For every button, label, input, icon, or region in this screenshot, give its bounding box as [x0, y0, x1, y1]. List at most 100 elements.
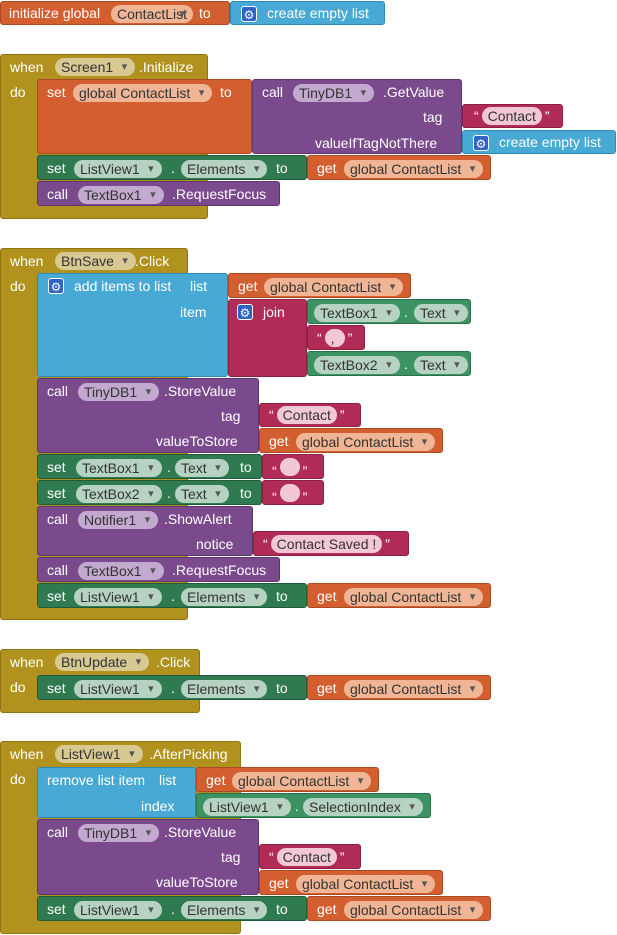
- var-dropdown[interactable]: global ContactList: [232, 772, 372, 790]
- var-dropdown[interactable]: global ContactList: [296, 433, 436, 451]
- property-dropdown[interactable]: Text: [175, 485, 229, 503]
- set-listview-elements-block[interactable]: set ListView1 . Elements to: [37, 675, 307, 700]
- string-comma-block[interactable]: “,”: [307, 325, 365, 350]
- var-dropdown[interactable]: global ContactList: [73, 84, 213, 102]
- textbox2-text-getter[interactable]: TextBox2 . Text: [307, 351, 471, 376]
- tinydb-storevalue-block[interactable]: call TinyDB1 .StoreValue tag valueToStor…: [37, 819, 259, 895]
- var-dropdown[interactable]: global ContactList: [344, 901, 484, 919]
- component-dropdown[interactable]: BtnSave: [55, 252, 136, 270]
- create-empty-list-block[interactable]: ⚙ create empty list: [462, 130, 616, 154]
- textbox-dropdown[interactable]: TextBox1: [76, 459, 162, 477]
- get-global-block[interactable]: get global ContactList: [307, 155, 491, 180]
- textbox-requestfocus-block[interactable]: call TextBox1 .RequestFocus: [37, 181, 280, 206]
- var-dropdown[interactable]: global ContactList: [344, 680, 484, 698]
- property-dropdown[interactable]: Text: [414, 304, 468, 322]
- gear-icon[interactable]: ⚙: [237, 304, 253, 320]
- set-label: set: [47, 680, 66, 696]
- string-value[interactable]: [279, 458, 300, 476]
- notice-label: notice: [196, 536, 234, 552]
- string-value[interactable]: [279, 484, 300, 502]
- var-dropdown[interactable]: global ContactList: [296, 875, 436, 893]
- listview-dropdown[interactable]: ListView1: [74, 160, 162, 178]
- listview-dropdown[interactable]: ListView1: [203, 798, 291, 816]
- string-value[interactable]: ,: [324, 329, 345, 347]
- get-global-block[interactable]: get global ContactList: [307, 583, 491, 608]
- listview-dropdown[interactable]: ListView1: [74, 588, 162, 606]
- gear-icon[interactable]: ⚙: [473, 135, 489, 151]
- remove-list-item-block[interactable]: remove list item list index: [37, 767, 196, 818]
- tinydb-getvalue-block[interactable]: call TinyDB1 .GetValue tag valueIfTagNot…: [252, 79, 462, 154]
- get-global-block[interactable]: get global ContactList: [196, 767, 379, 792]
- dot: .: [171, 160, 175, 176]
- get-global-block[interactable]: get global ContactList: [307, 896, 491, 921]
- var-dropdown[interactable]: global ContactList: [344, 588, 484, 606]
- tinydb-storevalue-block[interactable]: call TinyDB1 .StoreValue tag valueToStor…: [37, 378, 259, 453]
- textbox-dropdown[interactable]: TextBox1: [314, 304, 400, 322]
- set-listview-elements-block[interactable]: set ListView1 . Elements to: [37, 583, 307, 608]
- db-dropdown[interactable]: TinyDB1: [78, 824, 160, 842]
- component-dropdown[interactable]: BtnUpdate: [55, 653, 150, 671]
- set-global-contactlist-block[interactable]: set global ContactList to: [37, 79, 252, 154]
- do-label: do: [10, 679, 26, 695]
- property-dropdown[interactable]: Elements: [181, 160, 268, 178]
- property-dropdown[interactable]: Text: [414, 356, 468, 374]
- string-contact-saved-block[interactable]: “Contact Saved !”: [253, 531, 409, 556]
- set-textbox2-text-block[interactable]: set TextBox2 . Text to: [37, 480, 262, 505]
- string-value[interactable]: Contact: [276, 406, 337, 424]
- string-value[interactable]: Contact: [276, 848, 337, 866]
- property-dropdown[interactable]: Elements: [181, 680, 268, 698]
- init-to-label: to: [199, 5, 211, 21]
- set-listview-elements-block[interactable]: set ListView1 . Elements to: [37, 896, 307, 921]
- set-label: set: [47, 84, 66, 100]
- string-contact-block[interactable]: “Contact”: [259, 403, 361, 427]
- textbox-dropdown[interactable]: TextBox1: [78, 186, 164, 204]
- set-listview-elements-block[interactable]: set ListView1 . Elements to: [37, 155, 307, 180]
- to-label: to: [220, 84, 232, 100]
- property-dropdown[interactable]: Elements: [181, 588, 268, 606]
- listview-dropdown[interactable]: ListView1: [74, 680, 162, 698]
- init-var-name[interactable]: ContactList: [111, 5, 194, 23]
- get-global-block[interactable]: get global ContactList: [259, 870, 443, 895]
- gear-icon[interactable]: ⚙: [48, 278, 64, 294]
- listview-dropdown[interactable]: ListView1: [74, 901, 162, 919]
- notifier-showalert-block[interactable]: call Notifier1 .ShowAlert notice: [37, 506, 253, 556]
- textbox-dropdown[interactable]: TextBox2: [314, 356, 400, 374]
- method-name: .RequestFocus: [172, 562, 267, 578]
- string-value[interactable]: Contact: [481, 107, 542, 125]
- textbox-dropdown[interactable]: TextBox1: [78, 562, 164, 580]
- string-contact-block[interactable]: “Contact”: [462, 104, 563, 128]
- event-name: .AfterPicking: [149, 746, 228, 762]
- listview-selectionindex-getter[interactable]: ListView1 . SelectionIndex: [196, 793, 431, 818]
- var-dropdown[interactable]: global ContactList: [344, 160, 484, 178]
- add-items-to-list-block[interactable]: ⚙ add items to list list item: [37, 273, 228, 377]
- textbox1-text-getter[interactable]: TextBox1 . Text: [307, 299, 471, 324]
- string-contact-block[interactable]: “Contact”: [259, 844, 361, 869]
- db-dropdown[interactable]: TinyDB1: [78, 383, 160, 401]
- var-dropdown[interactable]: global ContactList: [264, 278, 404, 296]
- dot: .: [171, 680, 175, 696]
- property-dropdown[interactable]: Elements: [181, 901, 268, 919]
- set-label: set: [47, 160, 66, 176]
- join-block[interactable]: ⚙ join: [228, 299, 307, 377]
- get-label: get: [206, 772, 226, 788]
- get-global-block[interactable]: get global ContactList: [259, 428, 443, 453]
- create-empty-list-block[interactable]: ⚙ create empty list: [230, 1, 385, 25]
- gear-icon[interactable]: ⚙: [241, 6, 257, 22]
- property-dropdown[interactable]: Text: [175, 459, 229, 477]
- db-dropdown[interactable]: TinyDB1: [293, 84, 375, 102]
- textbox-requestfocus-block[interactable]: call TextBox1 .RequestFocus: [37, 557, 280, 582]
- string-empty-block[interactable]: “”: [262, 454, 324, 479]
- init-global-block[interactable]: initialize global ContactList to: [0, 1, 230, 25]
- string-empty-block[interactable]: “”: [262, 480, 324, 505]
- get-global-block[interactable]: get global ContactList: [307, 675, 491, 700]
- set-textbox1-text-block[interactable]: set TextBox1 . Text to: [37, 454, 262, 479]
- string-value[interactable]: Contact Saved !: [270, 535, 383, 553]
- get-global-block[interactable]: get global ContactList: [228, 273, 411, 298]
- textbox-dropdown[interactable]: TextBox2: [76, 485, 162, 503]
- property-dropdown[interactable]: SelectionIndex: [303, 798, 423, 816]
- notifier-dropdown[interactable]: Notifier1: [78, 511, 159, 529]
- component-dropdown[interactable]: Screen1: [55, 58, 136, 76]
- call-label: call: [47, 511, 69, 527]
- component-dropdown[interactable]: ListView1: [55, 745, 143, 763]
- join-label: join: [263, 304, 285, 320]
